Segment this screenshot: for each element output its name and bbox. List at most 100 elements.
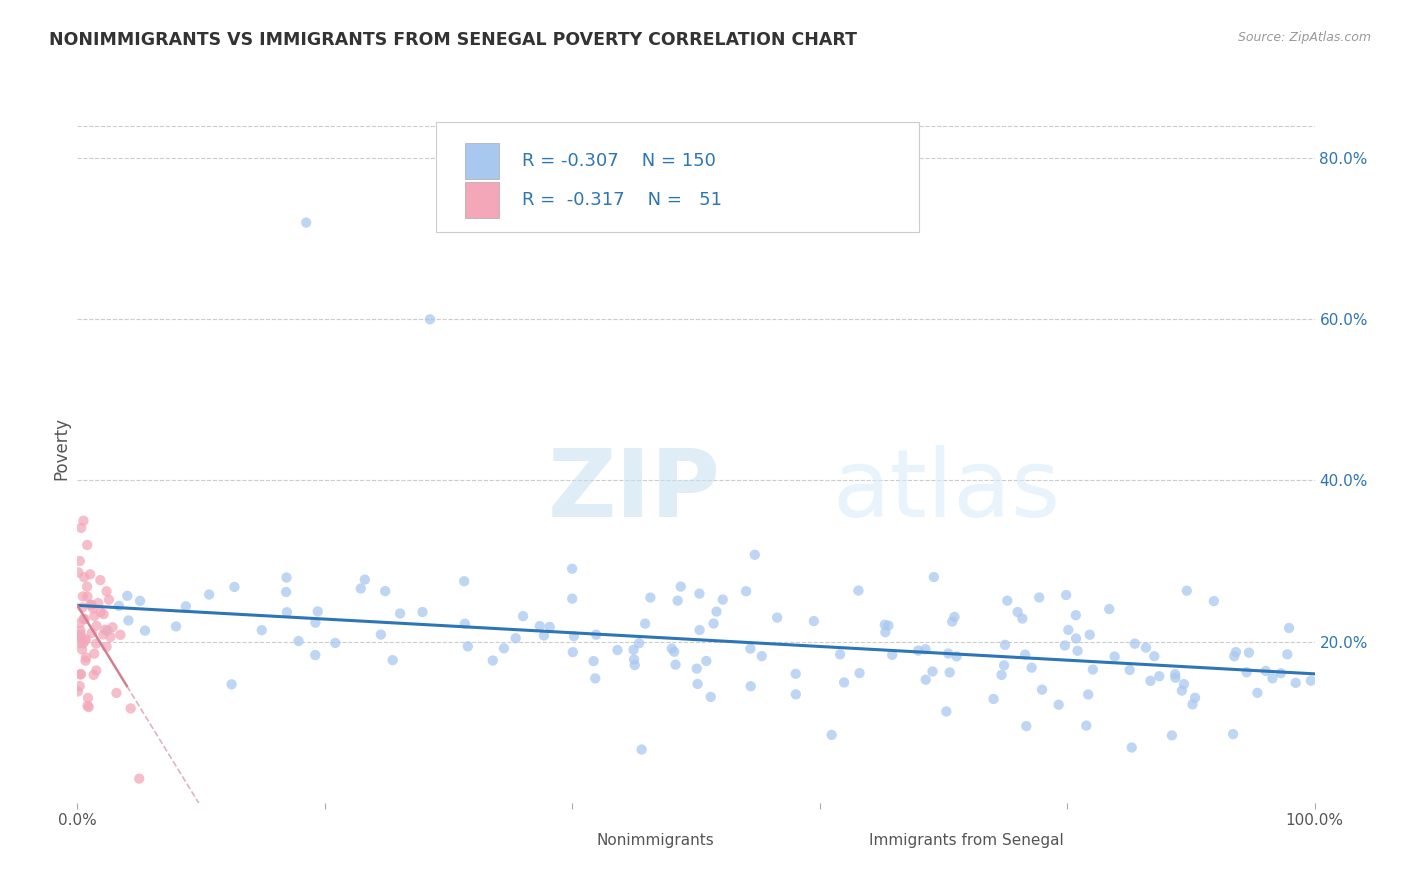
Point [1181, 698, 1204, 712]
Point [1223, 649, 1246, 664]
Point [84, 637, 107, 651]
Point [77, 690, 100, 705]
Point [1184, 690, 1206, 705]
Point [66, 684, 89, 698]
Point [274, 585, 297, 599]
Point [538, 620, 561, 634]
Point [993, 658, 1015, 673]
Text: ZIP: ZIP [547, 445, 720, 537]
Point [69, 679, 91, 693]
Point [77, 700, 100, 714]
Point [86, 619, 108, 633]
Point [945, 649, 967, 664]
Point [744, 548, 766, 562]
Point [666, 593, 689, 607]
Point [832, 675, 855, 690]
Point [751, 649, 773, 664]
Point [561, 645, 583, 659]
Point [689, 623, 711, 637]
Point [94, 623, 117, 637]
Point [561, 562, 583, 576]
Point [623, 658, 645, 673]
Point [938, 665, 960, 680]
Point [1121, 740, 1143, 755]
Point [1202, 594, 1225, 608]
Point [1007, 605, 1029, 619]
Point [87, 596, 110, 610]
Point [128, 772, 150, 786]
Point [1164, 671, 1187, 685]
Point [1011, 611, 1033, 625]
Point [89, 573, 111, 587]
Point [686, 662, 709, 676]
Point [990, 668, 1012, 682]
Point [1164, 667, 1187, 681]
Point [1171, 683, 1194, 698]
Point [1014, 648, 1036, 662]
Point [1028, 591, 1050, 605]
Point [98, 592, 121, 607]
Point [1236, 665, 1258, 680]
Text: R =  -0.317    N =   51: R = -0.317 N = 51 [522, 191, 721, 209]
Point [936, 647, 959, 661]
Text: Nonimmigrants: Nonimmigrants [598, 833, 714, 848]
Point [820, 728, 842, 742]
Point [695, 654, 717, 668]
Point [1081, 663, 1104, 677]
Point [224, 580, 246, 594]
Point [1021, 660, 1043, 674]
Point [1222, 727, 1244, 741]
Point [1225, 645, 1247, 659]
Point [848, 583, 870, 598]
Point [79, 567, 101, 582]
Point [943, 610, 966, 624]
Point [1057, 623, 1080, 637]
Text: atlas: atlas [832, 445, 1060, 537]
Point [73, 612, 96, 626]
Point [101, 620, 124, 634]
Point [1054, 588, 1077, 602]
Point [512, 609, 534, 624]
Point [785, 666, 807, 681]
Point [1285, 676, 1308, 690]
Point [700, 690, 723, 704]
Text: R = -0.307    N = 150: R = -0.307 N = 150 [522, 152, 716, 170]
Point [75, 632, 97, 647]
Point [585, 628, 607, 642]
Point [634, 616, 657, 631]
Point [914, 673, 936, 687]
Point [623, 642, 645, 657]
Point [582, 654, 605, 668]
FancyBboxPatch shape [820, 827, 846, 854]
Point [304, 648, 326, 662]
Point [304, 615, 326, 630]
Point [562, 629, 585, 643]
Point [198, 588, 221, 602]
Point [505, 631, 527, 645]
Point [117, 589, 139, 603]
Point [75, 650, 97, 665]
Point [70, 521, 93, 535]
Point [1160, 728, 1182, 742]
Point [72, 612, 94, 626]
Point [70, 642, 93, 657]
Point [1077, 688, 1099, 702]
Point [921, 665, 943, 679]
Point [664, 657, 686, 672]
Point [628, 636, 651, 650]
Point [877, 618, 900, 632]
Point [120, 701, 142, 715]
Point [1015, 719, 1038, 733]
Point [83, 609, 105, 624]
Point [80, 626, 103, 640]
Point [1278, 621, 1301, 635]
Point [96, 640, 118, 654]
Point [389, 607, 412, 621]
Point [72, 514, 94, 528]
Point [69, 627, 91, 641]
Point [630, 742, 652, 756]
Point [370, 627, 392, 641]
Point [803, 614, 825, 628]
FancyBboxPatch shape [547, 827, 575, 854]
Point [640, 591, 662, 605]
